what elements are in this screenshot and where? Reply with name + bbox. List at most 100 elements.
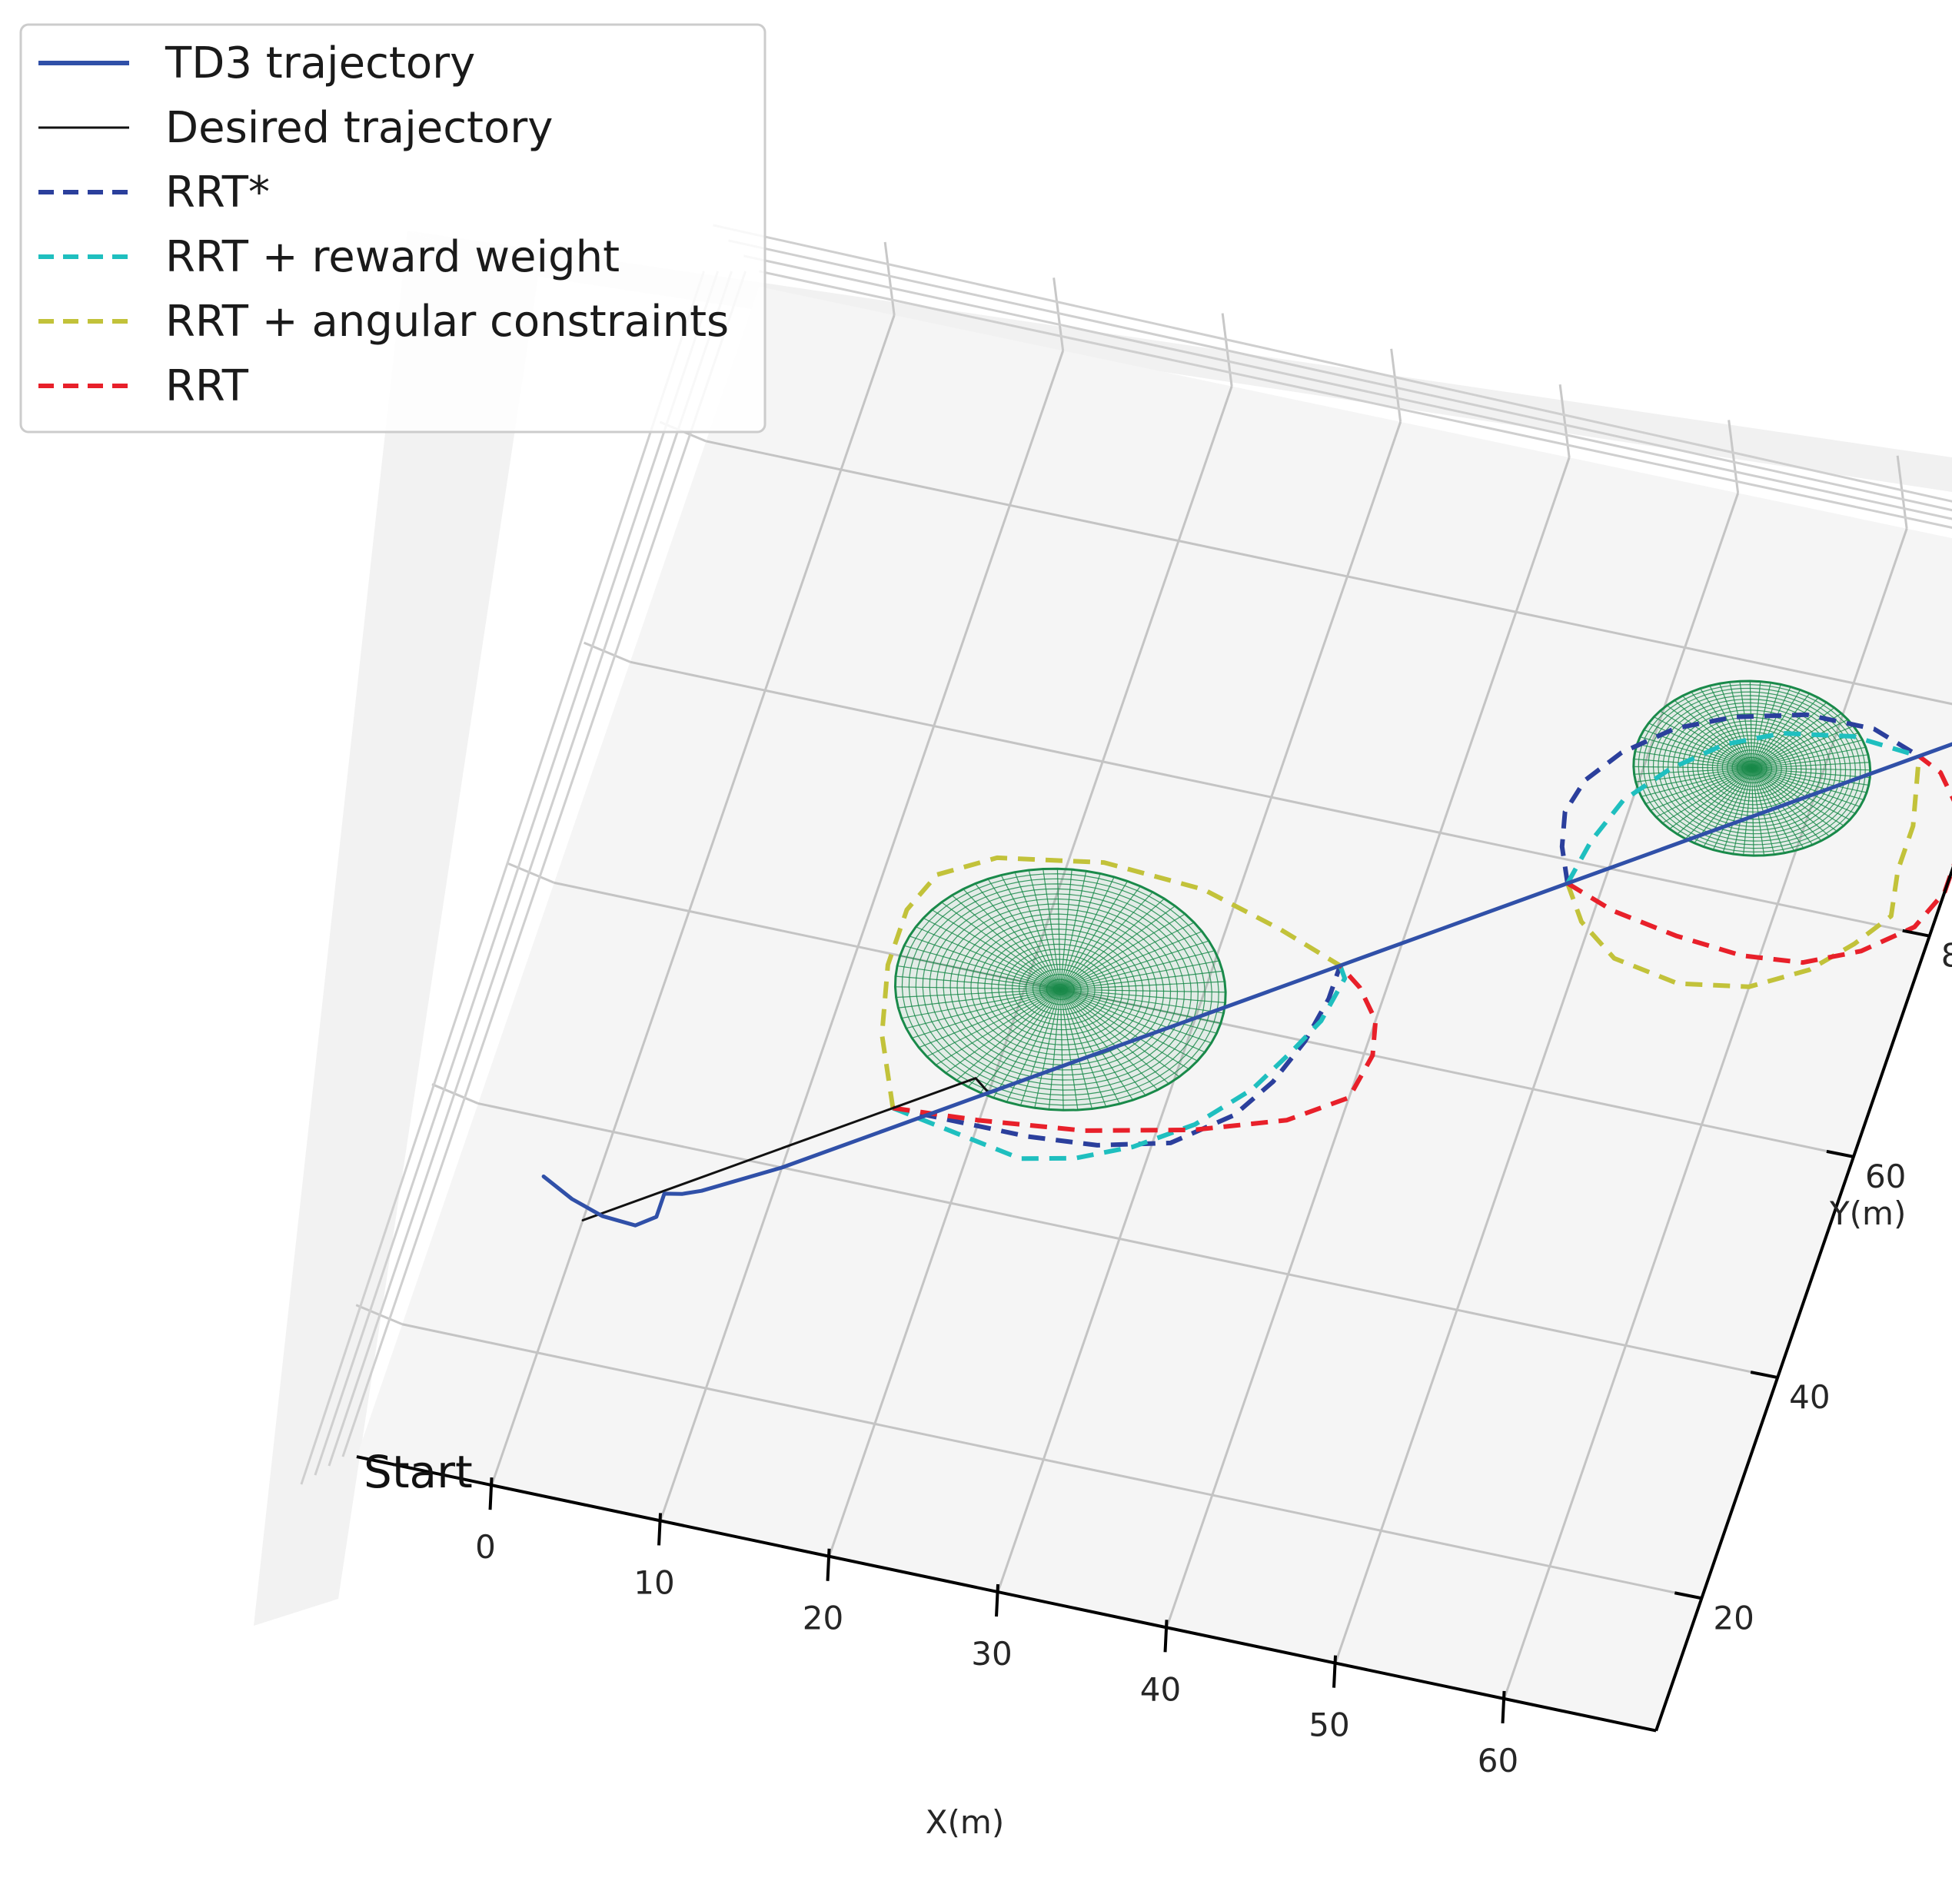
- obstacle-spoke: [1729, 682, 1753, 769]
- y-tick-label: 20: [1713, 1599, 1754, 1637]
- x-axis-line: [356, 1455, 1657, 1733]
- obstacle-spoke: [1751, 768, 1754, 856]
- obstacle-spoke: [1751, 746, 1866, 769]
- obstacle-spoke: [1712, 768, 1753, 850]
- y-ticks: 20406080100: [1674, 929, 1952, 1637]
- obstacle-spoke: [1751, 726, 1854, 769]
- x-tick: 40: [1140, 1620, 1181, 1708]
- top-wall-line: [713, 224, 1952, 503]
- obstacle-spoke: [1669, 768, 1753, 829]
- start-annotation: Start: [364, 1446, 473, 1498]
- series-rrt-angular-constraints: [880, 855, 1342, 1108]
- obstacle-spoke: [1660, 710, 1753, 769]
- obstacle-spoke: [1654, 716, 1753, 769]
- top-wall-line: [728, 239, 1952, 512]
- obstacle-spoke: [987, 879, 1061, 990]
- obstacle-spoke: [1751, 681, 1761, 769]
- obstacle-spoke: [1059, 913, 1185, 990]
- obstacle-spoke: [1000, 875, 1061, 990]
- grid-line-x: [1166, 457, 1571, 1628]
- y-tick-label: 40: [1789, 1378, 1830, 1416]
- obstacle-spoke: [1060, 989, 1198, 1062]
- obstacle-spoke: [1060, 922, 1195, 990]
- obstacle-spoke: [1060, 970, 1223, 990]
- legend-item: RRT + reward weight: [38, 232, 620, 282]
- obstacle-spoke: [1751, 719, 1848, 769]
- obstacle-spoke: [906, 989, 1061, 1029]
- obstacle-spoke: [918, 989, 1061, 1048]
- obstacle-spoke: [1743, 768, 1753, 856]
- obstacle-spoke: [1666, 705, 1753, 769]
- x-tick: 20: [803, 1548, 843, 1637]
- back-wall-line: [328, 271, 733, 1467]
- obstacle-spoke: [1014, 872, 1061, 990]
- obstacle-spoke: [909, 935, 1061, 990]
- obstacle-spoke: [1751, 767, 1851, 820]
- obstacle-spoke: [1751, 767, 1871, 779]
- obstacle-spoke: [1751, 768, 1765, 856]
- series-rrt: [1566, 754, 1952, 965]
- y-tick-mark: [1750, 1371, 1778, 1380]
- obstacle-spoke: [1059, 989, 1134, 1101]
- obstacle-spoke: [926, 989, 1061, 1058]
- obstacle-spoke: [941, 902, 1061, 990]
- back-wall-line: [314, 271, 719, 1476]
- obstacle-2: [1632, 680, 1872, 857]
- obstacle-spoke: [912, 989, 1061, 1039]
- obstacle-spoke: [1043, 869, 1061, 990]
- back-wall-line: [300, 271, 705, 1485]
- obstacle-spoke: [1677, 768, 1753, 835]
- x-tick-mark: [1163, 1620, 1169, 1653]
- series-rrt-reward-weight: [1565, 730, 1920, 885]
- back-grid-line-x: [883, 241, 896, 316]
- obstacle-spoke: [1060, 960, 1219, 990]
- obstacle-spoke: [1060, 950, 1215, 990]
- obstacle-spoke: [1640, 736, 1752, 769]
- obstacle-spoke: [1650, 767, 1752, 811]
- legend-items: TD3 trajectory Desired trajectory RRT* RRT …: [38, 38, 729, 411]
- obstacle-spoke: [1751, 767, 1871, 771]
- obstacle-spoke: [1060, 989, 1226, 993]
- top-wall-line: [743, 254, 1952, 520]
- obstacle-spoke: [1060, 989, 1217, 1034]
- x-tick-label: 0: [475, 1528, 496, 1566]
- obstacle-spoke: [1641, 767, 1752, 797]
- obstacle-spoke: [896, 965, 1061, 990]
- x-tick: 50: [1309, 1655, 1350, 1744]
- x-tick: 60: [1478, 1690, 1518, 1779]
- obstacle-spoke: [1751, 768, 1844, 826]
- obstacle-spoke: [1060, 940, 1209, 990]
- obstacle-spoke: [956, 989, 1061, 1081]
- obstacle-spoke: [895, 975, 1061, 990]
- grid-line-y: [706, 440, 1952, 706]
- obstacle-spoke: [1059, 886, 1141, 990]
- legend-item: RRT + angular constraints: [38, 297, 729, 347]
- obstacle-spoke: [975, 883, 1061, 990]
- obstacle-spoke: [1059, 871, 1087, 990]
- obstacle-spoke: [1703, 768, 1753, 847]
- obstacle-spoke: [1059, 989, 1079, 1111]
- obstacle-spoke: [1060, 989, 1212, 1044]
- obstacle-spoke: [901, 989, 1061, 1019]
- legend-item: Desired trajectory: [38, 103, 553, 153]
- legend-label: RRT + reward weight: [165, 232, 620, 282]
- grid-line-x: [490, 314, 896, 1486]
- legend-item: RRT: [38, 361, 249, 411]
- x-tick-mark: [995, 1583, 1000, 1617]
- obstacle-spoke: [1635, 767, 1752, 783]
- x-axis-title: X(m): [926, 1803, 1004, 1841]
- obstacle-spoke: [1059, 905, 1176, 990]
- obstacle-spoke: [1684, 768, 1753, 839]
- top-wall-line: [759, 270, 1952, 529]
- obstacle-spoke: [1633, 766, 1752, 769]
- x-tick-mark: [1332, 1655, 1338, 1688]
- obstacle-spoke: [1048, 989, 1061, 1110]
- x-tick-mark: [488, 1477, 494, 1510]
- back-wall-line: [341, 271, 747, 1457]
- obstacle-spoke: [903, 945, 1061, 990]
- series-lines: [541, 712, 1952, 1228]
- obstacle-spoke: [1751, 762, 1870, 769]
- obstacle-spoke: [1655, 767, 1753, 818]
- obstacle-spoke: [1059, 898, 1165, 990]
